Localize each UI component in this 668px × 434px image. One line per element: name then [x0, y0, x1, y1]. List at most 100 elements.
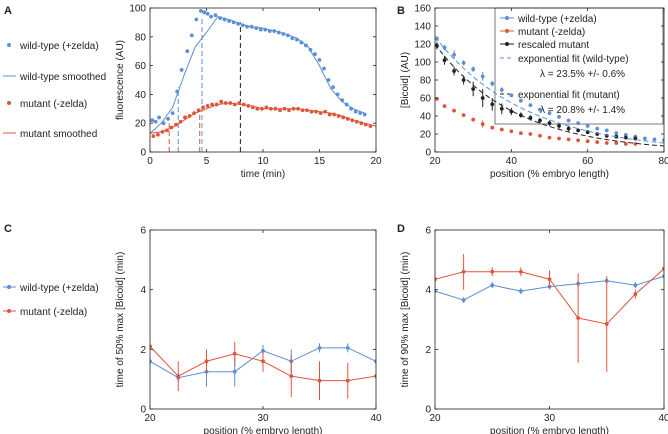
series-b-0-point-2	[452, 52, 456, 57]
series-b-1-point-11	[538, 133, 542, 138]
series-a-0-point-9	[189, 33, 194, 38]
y-tick-label-a-2: 40	[135, 90, 147, 101]
x-tick-label-a-3: 15	[314, 156, 326, 167]
series-a-0-point-38	[317, 57, 322, 62]
y-tick-label-c-0: 0	[140, 405, 146, 416]
series-b-1-point-17	[595, 140, 600, 145]
chart-a: 0 5 10 15 20 0 20 40 60 80 100 time (min) fluorescen…	[115, 4, 382, 181]
series-c-1-point-7	[345, 378, 350, 383]
series-d-1-point-5	[576, 316, 581, 320]
series-a-3-line	[150, 102, 376, 134]
legend-b-label-fit-wt: exponential fit (wild-type)	[518, 54, 629, 65]
panel-letter-c: C	[4, 223, 12, 235]
legend-b-label-fit-mut: exponential fit (mutant)	[518, 90, 620, 101]
y-tick-label-b-3: 60	[420, 94, 432, 105]
series-a-2-point-1	[156, 132, 160, 137]
series-b-0-point-18	[604, 128, 609, 133]
series-a-0-point-14	[209, 14, 213, 19]
x-axis-label-a: time (min)	[241, 169, 285, 180]
y-tick-label-c-1: 2	[140, 345, 146, 356]
legend-c-marker-mut	[7, 309, 11, 313]
legend-c-marker-wt	[7, 285, 11, 289]
legend-b-marker-mut	[505, 29, 509, 33]
y-tick-label-b-2: 40	[420, 112, 432, 123]
series-a-2-point-12	[205, 104, 210, 108]
series-a-0-point-39	[322, 66, 326, 71]
series-d-1-point-2	[490, 269, 495, 274]
y-tick-label-d-1: 2	[425, 345, 431, 356]
legend-a-label-mut: mutant (-zelda)	[20, 99, 87, 110]
x-axis-label-b: position (% embryo length)	[490, 169, 609, 180]
series-b-2-point-4	[471, 87, 476, 91]
series-b-2-point-20	[623, 135, 628, 140]
series-b-0-point-9	[518, 98, 523, 103]
series-b-2-point-5	[480, 96, 485, 100]
series-c-1-point-1	[176, 374, 181, 379]
series-d-1-point-4	[547, 277, 552, 282]
legend-b-box	[494, 7, 664, 125]
series-b-2-point-11	[538, 118, 542, 123]
series-c-0-point-8	[374, 359, 376, 364]
series-b-1-point-13	[557, 136, 561, 141]
x-tick-label-d-0: 20	[429, 413, 441, 424]
panel-letter-b: B	[397, 5, 405, 17]
x-tick-label-b-2: 60	[582, 156, 594, 167]
series-a-0-point-46	[353, 109, 358, 114]
series-c-1-point-2	[204, 359, 209, 364]
y-axis-label-c: time of 50% max [Bicoid] (min)	[115, 252, 126, 388]
series-b-0-point-11	[538, 107, 542, 112]
series-b-0-point-3	[461, 61, 466, 65]
series-b-0-point-20	[623, 133, 628, 137]
series-b-2-point-3	[461, 78, 466, 82]
series-b-1-point-15	[576, 138, 581, 143]
series-a-0-point-0	[150, 118, 155, 123]
series-b-2-point-2	[452, 69, 456, 73]
series-b-1-point-1	[442, 104, 447, 108]
legend-a-marker-wt	[7, 43, 11, 47]
x-tick-label-b-3: 80	[658, 156, 668, 167]
series-a-0-point-48	[362, 112, 367, 117]
legend-c-label-mut: mutant (-zelda)	[20, 307, 87, 318]
series-c-0-point-6	[317, 345, 322, 350]
series-a-1-line	[150, 16, 365, 134]
series-a-0-point-12	[202, 10, 207, 15]
series-a-0-point-4	[166, 116, 170, 121]
series-c-1-point-4	[261, 359, 265, 364]
y-axis-label-b: [Bicoid] (AU)	[400, 52, 411, 108]
series-b-2-point-13	[557, 124, 561, 128]
y-tick-label-b-4: 80	[420, 76, 432, 87]
plot-area-d	[435, 253, 664, 372]
y-tick-label-b-5: 100	[414, 58, 431, 69]
series-a-0-point-13	[205, 11, 210, 16]
series-a-2-point-15	[219, 99, 224, 104]
legend-b-label-lambda-wt: λ = 23.5% +/- 0.6%	[540, 69, 625, 80]
legend-a-label-wt: wild-type (+zelda)	[19, 41, 99, 52]
panel-letter-d: D	[397, 223, 405, 235]
series-d-0-point-7	[633, 283, 638, 288]
chart-c: 20 30 40 0 2 4 6 position (% embryo length) time…	[115, 226, 382, 434]
chart-d: 20 30 40 0 2 4 6 position (% embryo length) time…	[400, 226, 668, 434]
series-b-1-point-2	[452, 108, 456, 113]
series-b-0-point-24	[662, 138, 664, 143]
series-b-1-point-5	[480, 122, 485, 126]
series-c-1-point-3	[232, 351, 237, 356]
series-b-0-point-7	[499, 88, 504, 92]
legend-a: wild-type (+zelda) wild-type smoothed mu…	[3, 41, 106, 140]
series-a-2-point-7	[183, 115, 187, 120]
series-a-0-point-1	[153, 119, 158, 124]
plot-area-b	[435, 35, 664, 147]
series-c-0-point-7	[345, 345, 350, 350]
x-axis-label-c: position (% embryo length)	[204, 426, 323, 434]
x-tick-label-b-1: 40	[506, 156, 518, 167]
plot-area-c	[150, 341, 376, 401]
series-a-0-point-8	[185, 49, 190, 54]
series-a-0-point-5	[170, 111, 175, 116]
x-axis-label-d: position (% embryo length)	[490, 426, 609, 434]
series-a-0-point-34	[299, 40, 304, 45]
x-tick-label-a-0: 0	[147, 156, 153, 167]
y-tick-label-d-3: 6	[425, 226, 431, 237]
y-tick-label-d-0: 0	[425, 405, 431, 416]
series-a-2-point-13	[210, 102, 215, 107]
series-a-0-point-10	[194, 17, 199, 22]
series-b-4-fit-line	[435, 43, 664, 147]
